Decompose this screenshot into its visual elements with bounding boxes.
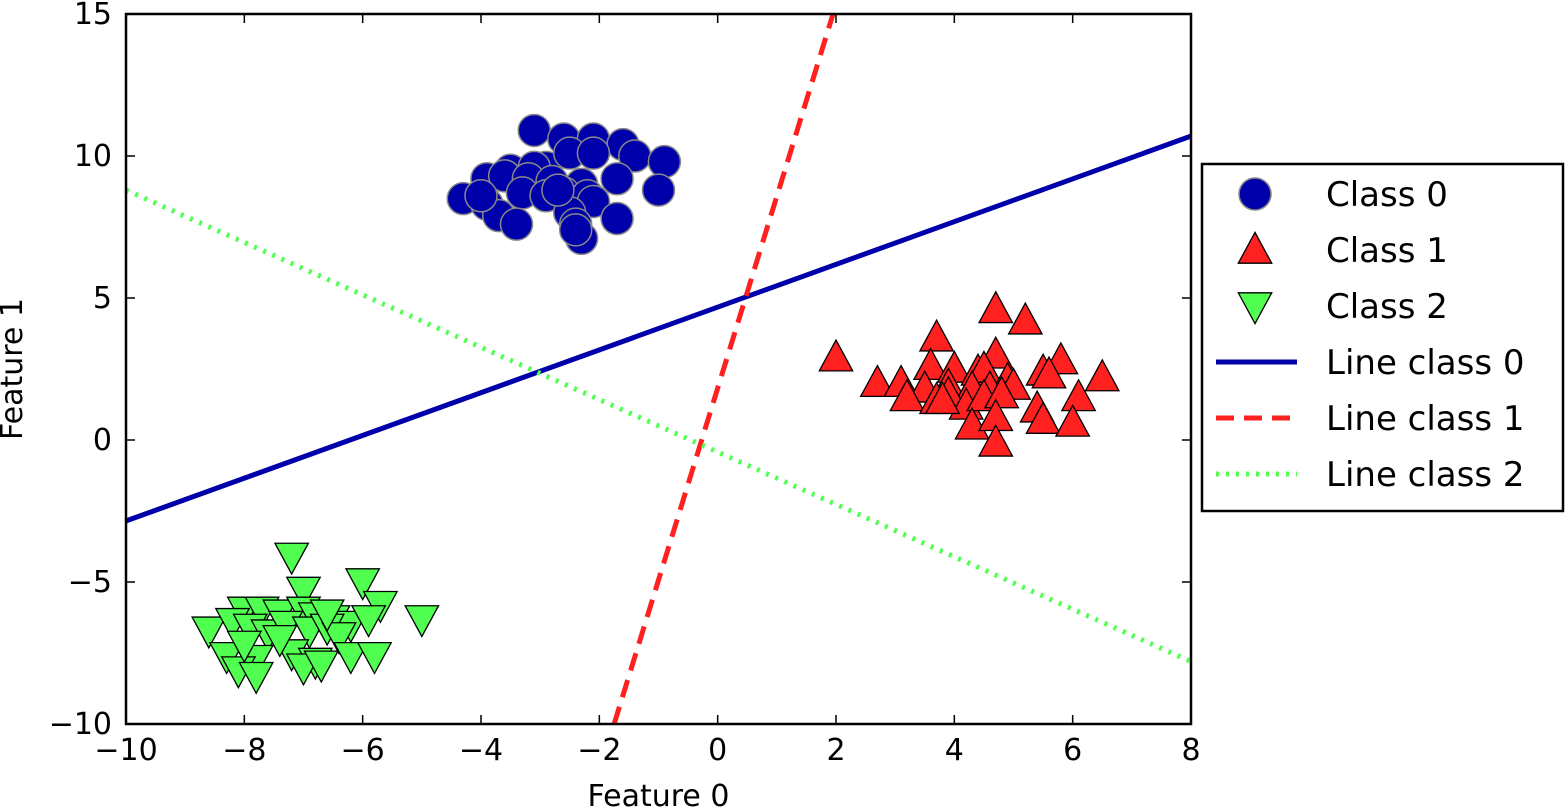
class-1-point-0 — [818, 338, 854, 372]
class-0-point-33 — [464, 179, 498, 213]
line-class-2 — [126, 187, 1191, 664]
class-2-point-13 — [191, 616, 227, 650]
class-1-point-28 — [1060, 378, 1097, 412]
class-1-point-26 — [983, 375, 1020, 409]
class-1-point-20 — [1031, 355, 1067, 389]
legend-label: Class 2 — [1326, 287, 1448, 327]
class-2-point-33 — [262, 624, 298, 658]
legend-label: Class 0 — [1326, 175, 1448, 215]
x-tick-label: −6 — [341, 733, 385, 768]
class-2-point-1 — [344, 568, 381, 601]
class-2-point-28 — [238, 661, 274, 695]
class-2-point-26 — [356, 641, 393, 675]
class-2-point-12 — [350, 605, 387, 638]
class-2-point-25 — [333, 641, 369, 675]
y-tick-label: 5 — [93, 281, 112, 316]
class-0-point-26 — [499, 207, 534, 241]
y-tick-label: 0 — [93, 423, 112, 458]
class-2-point-4 — [404, 605, 440, 638]
legend-marker — [1237, 231, 1273, 264]
x-tick-label: 0 — [708, 733, 727, 768]
class-0-point-24 — [641, 173, 676, 207]
legend-label: Line class 0 — [1326, 343, 1525, 383]
x-tick-label: −4 — [459, 733, 503, 768]
class-0-point-16 — [600, 161, 634, 196]
class-1-point-12 — [1084, 358, 1121, 392]
x-tick-label: 2 — [826, 733, 845, 768]
class-2-point-32 — [309, 599, 345, 633]
x-tick-label: −10 — [94, 733, 157, 768]
legend-label: Line class 1 — [1326, 399, 1525, 439]
x-axis-label: Feature 0 — [588, 779, 730, 809]
x-tick-label: −8 — [222, 733, 266, 768]
class-1-point-29 — [924, 381, 961, 415]
x-tick-label: 8 — [1181, 733, 1200, 768]
x-tick-label: 4 — [945, 733, 964, 768]
x-tick-label: 6 — [1063, 733, 1082, 768]
class-1-point-30 — [954, 406, 990, 440]
class-1-point-2 — [1007, 301, 1044, 335]
class-1-point-33 — [1054, 403, 1091, 437]
class-0-point-29 — [600, 201, 634, 236]
line-class-1 — [611, 14, 836, 724]
legend-box — [1200, 162, 1565, 513]
y-tick-label: 10 — [74, 139, 112, 174]
axes: −10 −8 −6 −4 −2 0 2 4 6 8 −10 −5 0 5 10 15 — [49, 0, 1201, 768]
class-2-point-2 — [285, 576, 322, 610]
plot-area — [126, 14, 1191, 724]
class-1-point-3 — [918, 318, 955, 352]
line-class-0 — [126, 133, 1191, 524]
legend: Class 0 Class 1 Class 2 Line class 0 Line cl… — [1200, 162, 1565, 513]
class-2-point-31 — [226, 630, 263, 664]
class-1-point-13 — [859, 364, 896, 398]
y-tick-label: 15 — [74, 0, 112, 32]
class-2-point-20 — [321, 622, 357, 655]
legend-marker — [1238, 177, 1272, 211]
class-0-point-0 — [517, 113, 551, 148]
class-0-point-32 — [558, 213, 593, 247]
class-0-point-9 — [576, 136, 611, 170]
class-1-point-1 — [977, 290, 1014, 324]
class-2-point-30 — [303, 650, 340, 684]
class-0-point-5 — [647, 144, 682, 179]
class-0-point-31 — [541, 173, 575, 207]
legend-label: Class 1 — [1326, 231, 1448, 271]
y-tick-label: −10 — [49, 707, 112, 742]
class-1-point-6 — [912, 347, 949, 381]
class-1-point-34 — [977, 423, 1014, 457]
x-tick-label: −2 — [577, 733, 621, 768]
class-1-point-32 — [1025, 401, 1061, 434]
y-tick-label: −5 — [68, 565, 112, 600]
class-1-point-21 — [889, 378, 925, 412]
legend-label: Line class 2 — [1326, 455, 1525, 495]
legend-marker — [1237, 292, 1273, 325]
y-axis-label: Feature 1 — [0, 298, 30, 440]
plot-frame — [124, 12, 1193, 726]
class-2-point-0 — [273, 542, 310, 576]
